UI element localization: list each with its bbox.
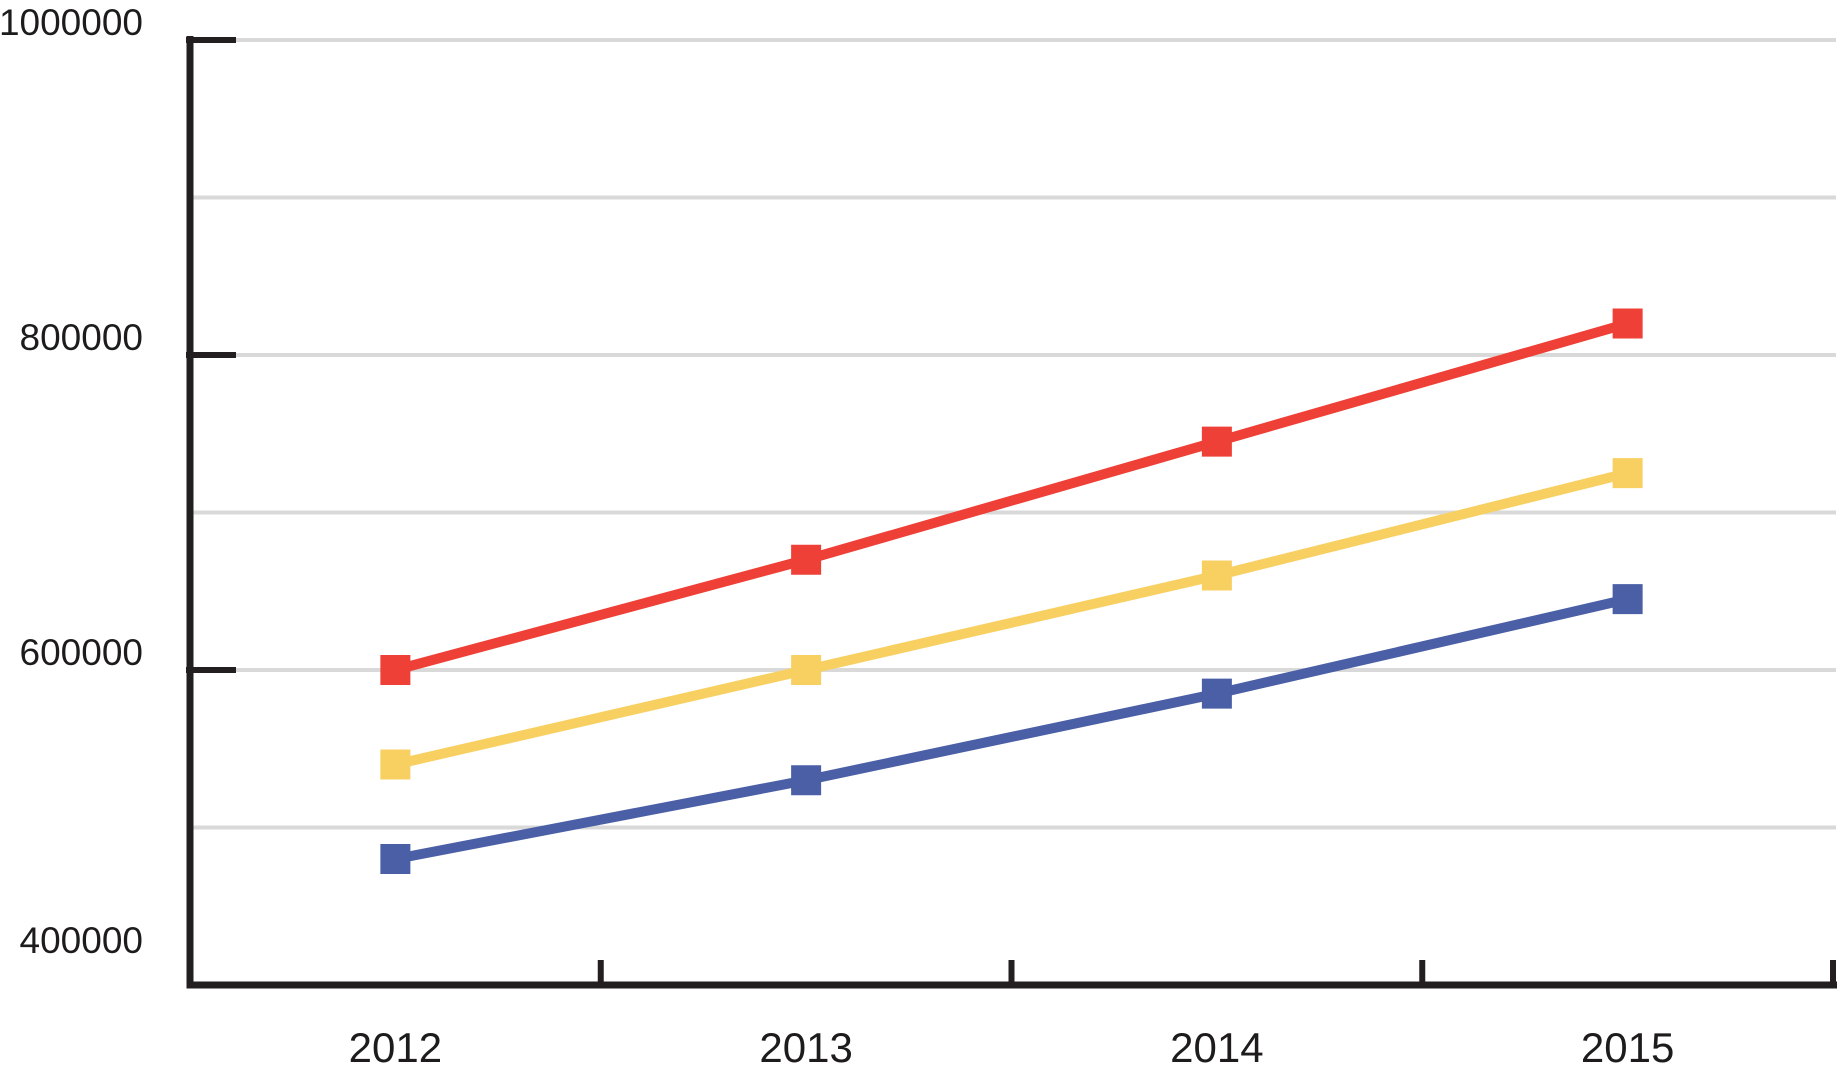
axes — [186, 36, 1837, 989]
marker-red-2015 — [1612, 308, 1643, 339]
marker-yellow-2014 — [1201, 560, 1232, 591]
gridlines — [190, 38, 1836, 830]
x-axis-label: 2013 — [759, 1024, 852, 1071]
x-axis-labels: 2012 2013 2014 2015 — [349, 1024, 1675, 1071]
x-axis-label: 2015 — [1581, 1024, 1674, 1071]
series-line-blue — [394, 594, 1629, 864]
marker-red-2012 — [380, 655, 411, 685]
series-markers — [380, 308, 1643, 874]
marker-yellow-2013 — [791, 655, 822, 685]
x-axis-label: 2014 — [1170, 1024, 1263, 1071]
marker-red-2013 — [791, 544, 822, 575]
series-line-yellow — [394, 468, 1629, 770]
marker-blue-2015 — [1612, 584, 1643, 615]
marker-blue-2013 — [791, 765, 822, 796]
y-axis-label: 400000 — [20, 920, 143, 961]
y-axis-label: 600000 — [20, 632, 143, 673]
series-lines — [394, 318, 1630, 864]
y-axis-label: 1000000 — [0, 2, 143, 43]
marker-blue-2014 — [1201, 678, 1232, 709]
marker-blue-2012 — [380, 844, 411, 874]
series-line-red — [394, 318, 1630, 675]
marker-red-2014 — [1201, 426, 1232, 457]
marker-yellow-2015 — [1612, 458, 1643, 489]
x-axis-label: 2012 — [349, 1024, 442, 1071]
marker-yellow-2012 — [380, 749, 411, 780]
y-axis-label: 800000 — [20, 317, 143, 358]
y-axis-labels: 400000 600000 800000 1000000 — [0, 2, 143, 961]
